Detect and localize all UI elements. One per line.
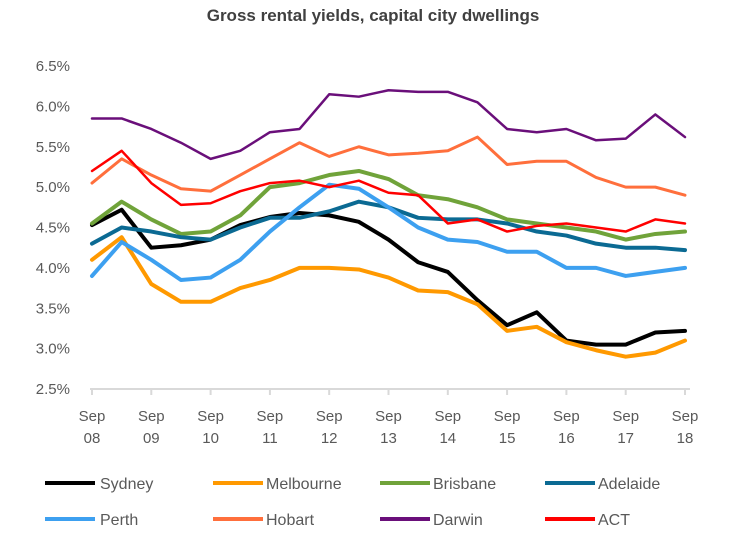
x-tick-label-month: Sep [79, 408, 106, 425]
x-tick-label-year: 12 [321, 430, 338, 447]
series-line-sydney [90, 207, 687, 347]
x-tick-label-year: 08 [84, 430, 101, 447]
legend-label-sydney: Sydney [100, 476, 153, 493]
series-line-hobart [90, 135, 687, 197]
series-line-act [90, 149, 687, 233]
legend-label-hobart: Hobart [266, 512, 315, 529]
x-tick-label-year: 18 [677, 430, 694, 447]
y-tick-label: 5.5% [36, 139, 70, 156]
x-tick-label-year: 10 [202, 430, 219, 447]
series-line-perth [90, 182, 687, 282]
legend-label-act: ACT [598, 512, 630, 529]
x-tick-label-year: 09 [143, 430, 160, 447]
x-tick-label-year: 17 [617, 430, 634, 447]
x-tick-label-year: 13 [380, 430, 397, 447]
y-tick-label: 6.5% [36, 58, 70, 75]
x-tick-label-month: Sep [316, 408, 343, 425]
series-line-melbourne [90, 235, 687, 359]
y-tick-label: 6.0% [36, 98, 70, 115]
y-tick-label: 4.5% [36, 220, 70, 237]
x-tick-label-month: Sep [672, 408, 699, 425]
chart-title: Gross rental yields, capital city dwelli… [206, 6, 540, 25]
y-tick-label: 3.0% [36, 341, 70, 358]
y-tick-label: 5.0% [36, 179, 70, 196]
series-line-brisbane [90, 168, 687, 242]
x-tick-label-year: 11 [262, 430, 278, 447]
legend-label-perth: Perth [100, 512, 138, 529]
x-tick-label-year: 15 [499, 430, 516, 447]
x-tick-label-year: 14 [439, 430, 456, 447]
x-tick-label-month: Sep [434, 408, 461, 425]
legend-label-brisbane: Brisbane [433, 476, 496, 493]
y-tick-label: 3.5% [36, 300, 70, 317]
y-tick-label: 2.5% [36, 381, 70, 398]
legend-label-darwin: Darwin [433, 512, 483, 529]
y-tick-label: 4.0% [36, 260, 70, 277]
x-tick-label-month: Sep [197, 408, 224, 425]
x-tick-label-month: Sep [612, 408, 639, 425]
legend-label-melbourne: Melbourne [266, 476, 342, 493]
x-tick-label-year: 16 [558, 430, 575, 447]
x-tick-label-month: Sep [138, 408, 165, 425]
x-tick-label-month: Sep [257, 408, 284, 425]
x-tick-label-month: Sep [553, 408, 580, 425]
x-tick-label-month: Sep [375, 408, 402, 425]
x-tick-label-month: Sep [494, 408, 521, 425]
legend-label-adelaide: Adelaide [598, 476, 660, 493]
series-line-darwin [90, 88, 687, 161]
